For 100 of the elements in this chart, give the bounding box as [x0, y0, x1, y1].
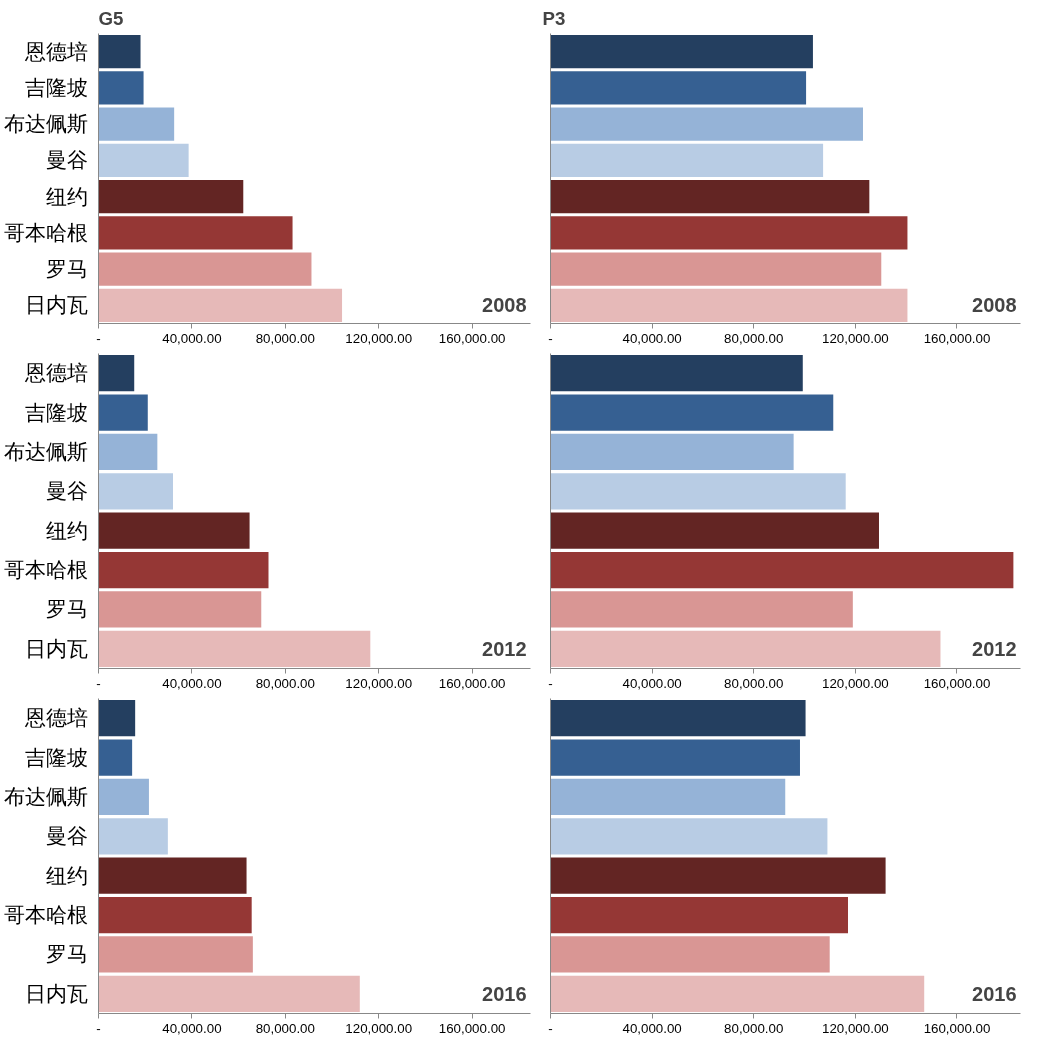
x-tick-label: 160,000.00	[923, 675, 991, 691]
x-tick-label: -	[548, 330, 553, 346]
x-tick-label: 120,000.00	[345, 1020, 413, 1036]
y-tick-label: 罗马	[45, 597, 88, 622]
y-tick-label: 纽约	[45, 518, 88, 543]
y-tick-label: 日内瓦	[24, 293, 88, 318]
y-tick-label: 哥本哈根	[3, 220, 88, 245]
x-tick-label: 120,000.00	[345, 675, 413, 691]
bar	[550, 739, 800, 776]
x-tick-label: 160,000.00	[923, 330, 991, 346]
y-tick-label: 吉隆坡	[24, 400, 88, 425]
bar	[98, 143, 189, 178]
y-tick-label: 纽约	[45, 863, 88, 888]
bar	[98, 975, 360, 1012]
bar	[550, 355, 803, 392]
x-tick-label: 120,000.00	[822, 1020, 889, 1036]
bar	[550, 591, 853, 628]
y-tick-label: 曼谷	[45, 148, 88, 173]
bar	[98, 739, 133, 776]
x-tick-label: 40,000.00	[622, 330, 682, 346]
bar	[98, 394, 148, 431]
bar	[550, 71, 807, 105]
bar	[550, 857, 886, 894]
bar	[550, 512, 879, 549]
y-tick-label: 日内瓦	[24, 981, 88, 1006]
annotation: 2012	[482, 637, 527, 660]
bar	[98, 71, 144, 105]
bar	[98, 778, 149, 816]
chart-title: G5	[98, 7, 124, 29]
bar	[98, 818, 168, 855]
bar	[98, 252, 312, 286]
y-tick-label: 哥本哈根	[3, 903, 88, 928]
y-tick-label: 吉隆坡	[24, 745, 88, 770]
y-tick-label: 哥本哈根	[3, 558, 88, 583]
annotation: 2012	[972, 637, 1017, 660]
chart-title: P3	[542, 7, 566, 29]
annotation: 2016	[972, 982, 1017, 1005]
x-tick-label: -	[548, 1020, 553, 1036]
y-tick-label: 曼谷	[45, 824, 88, 849]
y-tick-label: 布达佩斯	[3, 784, 88, 809]
bar	[550, 394, 834, 431]
x-tick-label: 120,000.00	[345, 330, 413, 346]
y-tick-label: 吉隆坡	[24, 75, 88, 100]
bar	[98, 700, 136, 737]
bar	[98, 551, 269, 589]
x-tick-label: -	[96, 1020, 101, 1036]
x-tick-label: -	[96, 675, 101, 691]
x-tick-label: 160,000.00	[923, 1020, 991, 1036]
bar	[98, 216, 293, 250]
bar	[98, 473, 173, 510]
bar	[98, 288, 343, 323]
x-tick-label: 80,000.00	[255, 330, 315, 346]
bar	[550, 179, 870, 214]
bar	[98, 107, 175, 141]
x-tick-label: 40,000.00	[162, 330, 222, 346]
x-tick-label: 160,000.00	[438, 1020, 506, 1036]
x-tick-label: 80,000.00	[255, 1020, 315, 1036]
y-tick-label: 布达佩斯	[3, 112, 88, 137]
y-tick-label: 日内瓦	[24, 636, 88, 661]
y-tick-label: 罗马	[45, 257, 88, 282]
annotation: 2008	[482, 294, 527, 317]
y-tick-label: 恩德培	[23, 706, 88, 731]
bar	[550, 630, 941, 667]
bar	[550, 34, 813, 69]
x-tick-label: 40,000.00	[162, 675, 222, 691]
y-tick-label: 恩德培	[23, 39, 88, 64]
bar	[98, 512, 250, 549]
bar	[550, 143, 824, 178]
bar	[98, 896, 252, 934]
bar	[550, 216, 908, 250]
x-tick-label: 120,000.00	[822, 330, 889, 346]
x-tick-label: -	[548, 675, 553, 691]
bar	[550, 551, 1014, 589]
bar	[550, 107, 863, 141]
annotation: 2016	[482, 982, 527, 1005]
bar	[98, 433, 158, 471]
x-tick-label: 160,000.00	[438, 330, 506, 346]
x-tick-label: 160,000.00	[438, 675, 506, 691]
bar	[550, 778, 786, 816]
bar	[550, 700, 806, 737]
x-tick-label: 80,000.00	[724, 330, 784, 346]
x-tick-label: 80,000.00	[255, 675, 315, 691]
x-tick-label: 40,000.00	[622, 1020, 682, 1036]
annotation: 2008	[972, 294, 1017, 317]
x-tick-label: -	[96, 330, 101, 346]
bar	[98, 857, 247, 894]
bar	[98, 630, 371, 667]
bar	[550, 818, 828, 855]
y-tick-label: 布达佩斯	[3, 439, 88, 464]
bar	[550, 975, 925, 1012]
bar	[98, 591, 262, 628]
x-tick-label: 120,000.00	[822, 675, 889, 691]
bar	[98, 355, 135, 392]
bar	[550, 288, 908, 323]
bar	[550, 473, 846, 510]
x-tick-label: 40,000.00	[622, 675, 682, 691]
bar	[550, 896, 848, 934]
y-tick-label: 曼谷	[45, 479, 88, 504]
bar	[98, 34, 141, 69]
x-tick-label: 40,000.00	[162, 1020, 222, 1036]
